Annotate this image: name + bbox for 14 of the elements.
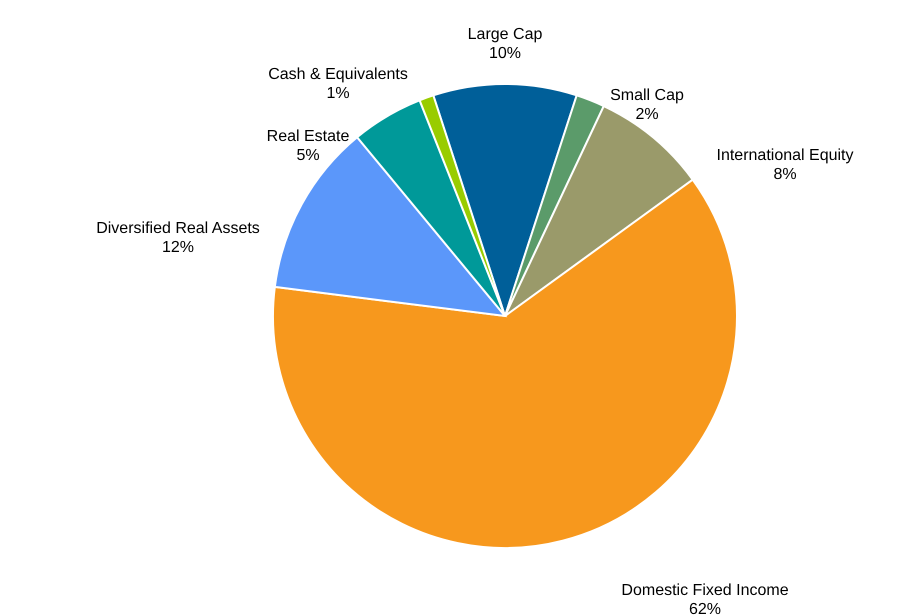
- slice-label: Large Cap: [468, 26, 542, 43]
- slice-label: Real Estate: [266, 128, 350, 145]
- data-label: 8%: [773, 166, 797, 183]
- slice-label: Small Cap: [610, 87, 684, 104]
- slice-label: Diversified Real Assets: [96, 220, 260, 237]
- data-label: 1%: [326, 85, 350, 102]
- data-label: 62%: [688, 601, 722, 616]
- data-label: 5%: [296, 147, 320, 164]
- slice-label: Domestic Fixed Income: [621, 582, 789, 599]
- data-label: 12%: [162, 239, 194, 256]
- data-label: 10%: [488, 45, 522, 62]
- slice-label: Cash & Equivalents: [268, 66, 408, 83]
- data-label: 2%: [635, 106, 659, 123]
- slice-label: International Equity: [716, 147, 854, 164]
